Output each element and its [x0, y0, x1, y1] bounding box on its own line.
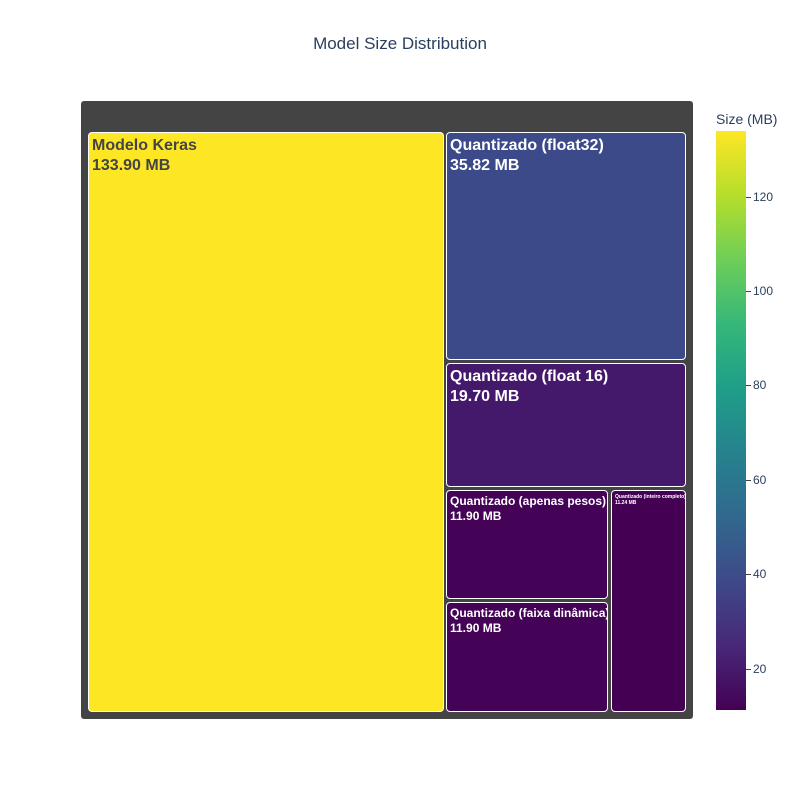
tile-name: Quantizado (float32): [450, 137, 604, 154]
tile-value: 133.90 MB: [92, 157, 171, 174]
tile-label: Quantizado (apenas pesos) 11.90 MB: [450, 494, 606, 524]
colorbar-tick: [746, 196, 751, 198]
colorbar-tick-label: 40: [753, 567, 767, 582]
colorbar-tick: [746, 574, 751, 576]
tile-name: Quantizado (apenas pesos): [450, 494, 607, 508]
colorbar-title: Size (MB): [716, 111, 778, 127]
tile-label: Quantizado (inteiro completo) 11.24 MB: [615, 494, 686, 507]
colorbar-tick: [746, 385, 751, 387]
tile-name: Quantizado (faixa dinâmica): [450, 606, 608, 620]
colorbar-tick-label: 60: [753, 472, 767, 487]
colorbar-tick-label: 120: [753, 189, 774, 204]
tile-quantizado-faixa-dinamica[interactable]: Quantizado (faixa dinâmica) 11.90 MB: [446, 602, 608, 712]
colorbar-tick: [746, 668, 751, 670]
treemap-root[interactable]: Modelo Keras 133.90 MB Quantizado (float…: [81, 101, 693, 719]
tile-value: 35.82 MB: [450, 157, 520, 174]
tile-value: 11.24 MB: [615, 500, 637, 507]
tile-label: Quantizado (float 16) 19.70 MB: [450, 367, 608, 407]
tile-label: Quantizado (float32) 35.82 MB: [450, 136, 604, 176]
colorbar-tick-label: 80: [753, 378, 767, 393]
tile-value: 11.90 MB: [450, 509, 502, 523]
tile-quantizado-apenas-pesos[interactable]: Quantizado (apenas pesos) 11.90 MB: [446, 490, 608, 599]
colorbar-tick: [746, 291, 751, 293]
chart-title: Model Size Distribution: [313, 34, 487, 53]
tile-value: 11.90 MB: [450, 621, 502, 635]
tile-name: Modelo Keras: [92, 137, 197, 154]
tile-quantizado-float32[interactable]: Quantizado (float32) 35.82 MB: [446, 132, 686, 360]
colorbar-tick: [746, 479, 751, 481]
tile-value: 19.70 MB: [450, 388, 520, 405]
colorbar: [716, 131, 746, 710]
colorbar-tick-label: 100: [753, 284, 774, 299]
tile-label: Quantizado (faixa dinâmica) 11.90 MB: [450, 606, 608, 636]
tile-name: Quantizado (inteiro completo): [615, 494, 686, 500]
tile-name: Quantizado (float 16): [450, 368, 609, 385]
tile-modelo-keras[interactable]: Modelo Keras 133.90 MB: [88, 132, 444, 712]
tile-label: Modelo Keras 133.90 MB: [92, 136, 197, 176]
tile-quantizado-float16[interactable]: Quantizado (float 16) 19.70 MB: [446, 363, 686, 487]
colorbar-tick-label: 20: [753, 661, 767, 676]
tile-quantizado-inteiro-completo[interactable]: Quantizado (inteiro completo) 11.24 MB: [611, 490, 686, 712]
